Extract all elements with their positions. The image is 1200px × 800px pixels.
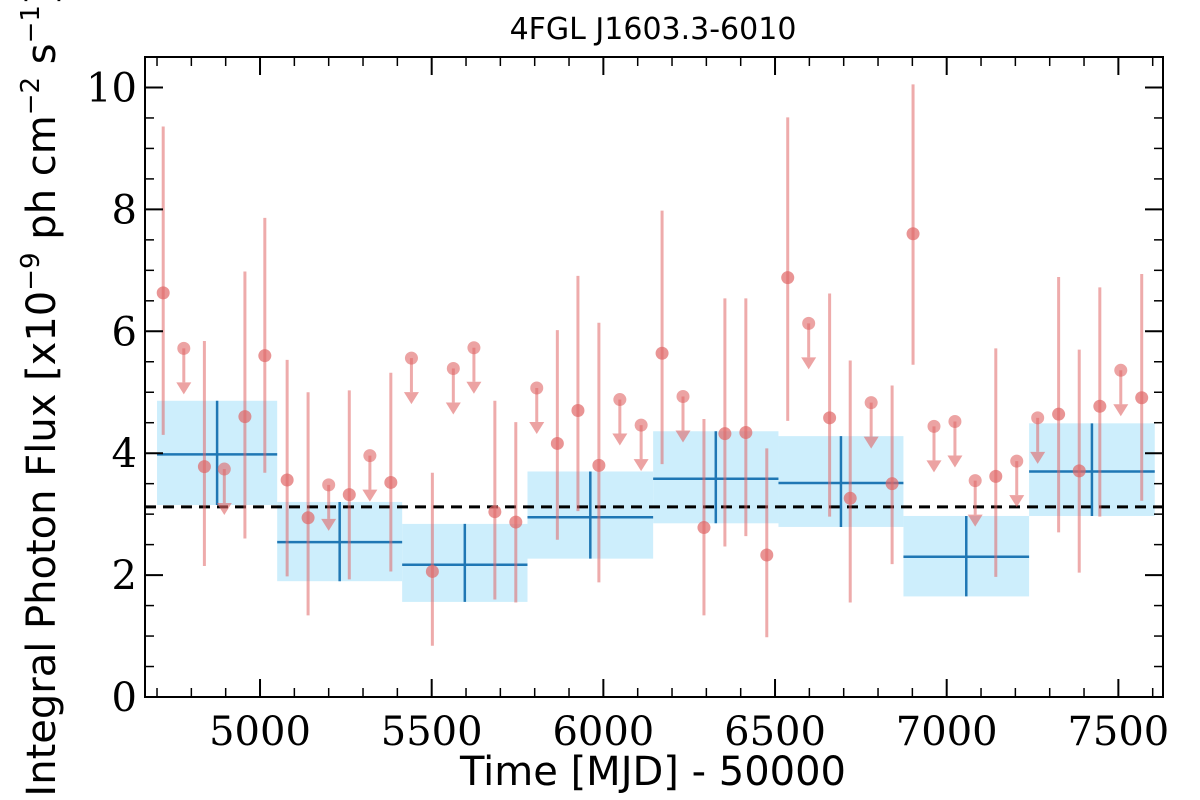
upper-limit-arrow	[947, 455, 963, 468]
short-bin-point	[885, 477, 899, 491]
upper-limit-point	[802, 316, 816, 330]
upper-limit-arrow	[1009, 495, 1025, 508]
y-tick-label: 10	[86, 65, 137, 111]
upper-limit-point	[363, 449, 377, 463]
chart-title: 4FGL J1603.3-6010	[510, 12, 797, 47]
x-axis-label: Time [MJD] - 50000	[459, 749, 846, 795]
x-tick-label: 7000	[896, 709, 998, 755]
short-bin-point	[488, 505, 502, 519]
long-bin-markers	[157, 400, 1155, 602]
upper-limit-point	[1114, 363, 1128, 377]
y-axis-label-exp-time: −1	[16, 5, 46, 43]
upper-limit-arrow	[321, 518, 337, 531]
short-bin-point	[384, 475, 398, 489]
short-bin-point	[197, 460, 211, 474]
short-bin-point	[238, 410, 252, 424]
y-tick-label: 8	[112, 187, 137, 233]
short-bin-point	[258, 349, 272, 363]
short-bin-point	[592, 458, 606, 472]
y-axis-label-exp-area: −2	[16, 77, 46, 115]
x-tick-label: 7500	[1067, 709, 1169, 755]
short-bin-point	[739, 425, 753, 439]
upper-limit-arrow	[529, 421, 545, 434]
short-bin-point	[697, 521, 711, 535]
short-bin-point	[1093, 399, 1107, 413]
short-bin-point	[781, 271, 795, 285]
x-tick-label: 6500	[724, 709, 826, 755]
y-axis-label-seconds: s	[19, 43, 65, 77]
upper-limit-point	[864, 396, 878, 410]
y-tick-label: 0	[112, 675, 137, 721]
x-tick-label: 5500	[381, 709, 483, 755]
short-bin-point	[823, 411, 837, 425]
upper-limit-point	[446, 361, 460, 375]
upper-limit-arrow	[176, 382, 192, 395]
short-bin-point	[301, 511, 315, 525]
y-tick-label: 6	[112, 309, 137, 355]
x-tick-label: 5000	[209, 709, 311, 755]
upper-limit-arrow	[362, 489, 378, 502]
short-bin-point	[906, 227, 920, 241]
short-bin-point	[1072, 464, 1086, 478]
axis-ticks: 5000 5500 6000 6500 7000 7500 0 2 4 6 8 10	[86, 56, 1169, 755]
y-axis-label-units: ph cm	[19, 115, 65, 252]
short-bin-point	[342, 488, 356, 502]
x-tick-label: 6000	[552, 709, 654, 755]
short-bin-point	[1052, 407, 1066, 421]
upper-limit-arrow	[445, 402, 461, 415]
upper-limit-arrow	[612, 433, 628, 446]
upper-limit-point	[217, 462, 231, 476]
short-bin-point	[509, 515, 523, 529]
short-bin-point	[655, 346, 669, 360]
y-axis-label-close: ]	[19, 0, 65, 5]
short-bin-points	[156, 84, 1149, 646]
upper-limit-arrow	[801, 357, 817, 370]
upper-limit-arrow	[633, 459, 649, 472]
upper-limit-arrow	[967, 514, 983, 527]
upper-limit-point	[322, 478, 336, 492]
short-bin-point	[280, 473, 294, 487]
y-tick-label: 4	[112, 431, 137, 477]
y-tick-label: 2	[112, 553, 137, 599]
short-bin-point	[843, 491, 857, 505]
short-bin-point	[425, 564, 439, 578]
upper-limit-arrow	[675, 430, 691, 443]
upper-limit-point	[676, 390, 690, 404]
upper-limit-point	[530, 381, 544, 395]
y-axis-label-exp-flux: −9	[16, 252, 46, 290]
y-axis-label-main: Integral Photon Flux [x10	[19, 291, 65, 797]
upper-limit-arrow	[216, 503, 232, 516]
short-bin-point	[571, 404, 585, 418]
short-bin-point	[718, 427, 732, 441]
upper-limit-point	[634, 418, 648, 432]
upper-limit-arrow	[1030, 451, 1046, 464]
short-bin-point	[550, 436, 564, 450]
short-bin-point	[1135, 391, 1149, 405]
upper-limit-point	[404, 351, 418, 365]
upper-limit-point	[1031, 411, 1045, 425]
upper-limit-point	[613, 393, 627, 407]
short-bin-point	[156, 286, 170, 300]
upper-limit-point	[948, 414, 962, 428]
upper-limit-arrow	[466, 381, 482, 394]
y-axis-label: Integral Photon Flux [x10−9 ph cm−2 s−1]	[16, 0, 65, 797]
plot-border	[144, 56, 1164, 698]
upper-limit-point	[177, 341, 191, 355]
plot-frame	[144, 56, 1164, 698]
upper-limit-arrow	[926, 460, 942, 473]
short-bin-point	[760, 548, 774, 562]
upper-limit-point	[927, 419, 941, 433]
upper-limit-point	[1010, 454, 1024, 468]
short-bin-point	[989, 469, 1003, 483]
upper-limit-arrow	[1113, 404, 1129, 417]
upper-limit-point	[968, 474, 982, 488]
upper-limit-arrow	[863, 436, 879, 449]
upper-limit-point	[467, 341, 481, 355]
upper-limit-arrow	[403, 392, 419, 405]
